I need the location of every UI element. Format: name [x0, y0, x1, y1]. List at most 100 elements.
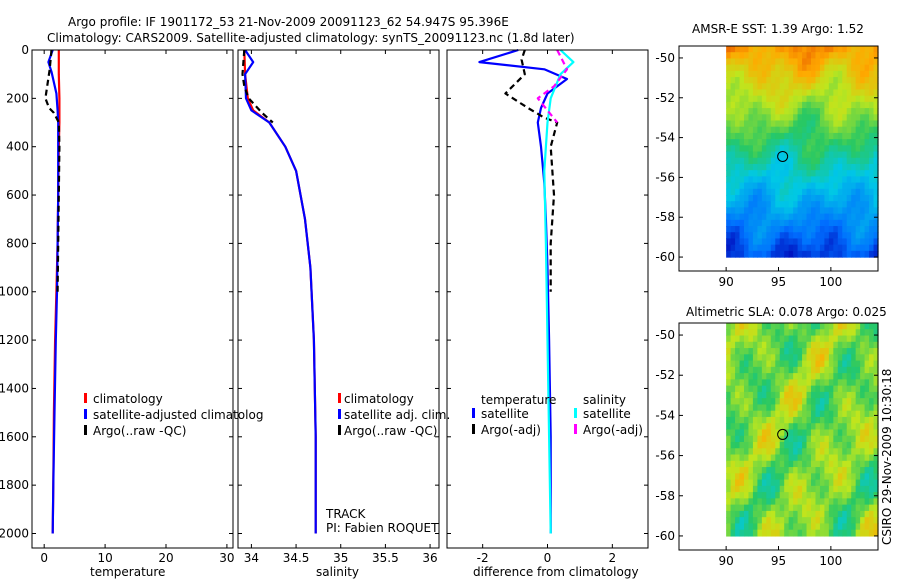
map-cell	[739, 504, 745, 512]
map-cell	[779, 151, 785, 159]
map-cell	[833, 188, 839, 196]
map-cell	[748, 404, 754, 412]
map-cell	[846, 101, 852, 109]
map-cell	[842, 366, 848, 374]
map-cell	[815, 108, 821, 115]
map-cell	[837, 238, 843, 246]
map-cell	[779, 52, 785, 60]
map-cell	[869, 157, 875, 165]
map-cell	[855, 435, 861, 443]
map-cell	[833, 176, 839, 184]
map-cell	[757, 366, 763, 374]
map-cell	[842, 151, 848, 159]
map-cell	[833, 108, 839, 115]
map-cell	[766, 335, 772, 343]
series-line	[44, 49, 61, 292]
map-cell	[842, 329, 848, 337]
map-cell	[766, 416, 772, 424]
map-cell	[873, 529, 879, 537]
map-cell	[739, 126, 745, 134]
map-cell	[860, 398, 866, 406]
map-cell	[752, 335, 758, 343]
map-cell	[770, 232, 776, 240]
map-cell	[775, 182, 781, 190]
map-cell	[752, 467, 758, 474]
map-cell	[828, 391, 834, 399]
map-cell	[793, 504, 799, 512]
map-cell	[779, 126, 785, 134]
map-cell	[784, 348, 790, 355]
map-cell	[833, 232, 839, 240]
map-cell	[806, 170, 812, 177]
map-cell	[873, 460, 879, 468]
map-cell	[784, 385, 790, 393]
map-cell	[730, 108, 736, 115]
map-cell	[833, 170, 839, 177]
map-cell	[842, 410, 848, 418]
map-cell	[860, 523, 866, 531]
map-cell	[869, 201, 875, 208]
map-cell	[869, 101, 875, 109]
map-cell	[860, 366, 866, 374]
map-cell	[726, 89, 732, 97]
map-cell	[842, 373, 848, 380]
map-cell	[726, 429, 732, 437]
map-cell	[797, 120, 803, 128]
map-cell	[811, 498, 817, 506]
map-cell	[824, 114, 830, 122]
map-cell	[788, 523, 794, 531]
map-cell	[784, 510, 790, 518]
map-cell	[788, 492, 794, 499]
map-cell	[766, 504, 772, 512]
map-cell	[739, 454, 745, 462]
map-cell	[779, 429, 785, 437]
map-cell	[815, 373, 821, 380]
map-cell	[784, 58, 790, 66]
map-cell	[739, 385, 745, 393]
map-cell	[864, 341, 870, 349]
map-cell	[828, 398, 834, 406]
map-cell	[748, 207, 754, 215]
map-cell	[864, 182, 870, 190]
map-cell	[788, 504, 794, 512]
map-cell	[846, 151, 852, 159]
map-cell	[806, 232, 812, 240]
map-cell	[775, 467, 781, 474]
map-cell	[837, 157, 843, 165]
map-cell	[770, 207, 776, 215]
map-cell	[860, 207, 866, 215]
map-cell	[855, 460, 861, 468]
map-cell	[806, 188, 812, 196]
map-cell	[797, 132, 803, 140]
map-cell	[793, 410, 799, 418]
map-cell	[811, 479, 817, 487]
map-cell	[744, 232, 750, 240]
map-cell	[726, 157, 732, 165]
map-cell	[735, 170, 741, 177]
map-cell	[837, 226, 843, 233]
map-cell	[815, 492, 821, 499]
map-cell	[735, 163, 741, 171]
legend-header-temperature: temperature	[481, 393, 556, 407]
map-cell	[811, 460, 817, 468]
map-cell	[815, 454, 821, 462]
map-cell	[793, 207, 799, 215]
map-cell	[726, 523, 732, 531]
map-cell	[802, 329, 808, 337]
map-cell	[860, 404, 866, 412]
map-cell	[873, 157, 879, 165]
map-cell	[735, 441, 741, 449]
map-cell	[735, 429, 741, 437]
map-cell	[730, 366, 736, 374]
map-cell	[761, 517, 767, 525]
map-cell	[779, 329, 785, 337]
map-cell	[735, 348, 741, 355]
map-cell	[828, 323, 834, 330]
map-cell	[735, 323, 741, 330]
map-cell	[864, 83, 870, 91]
map-cell	[726, 244, 732, 252]
map-cell	[726, 416, 732, 424]
map-cell	[806, 132, 812, 140]
map-cell	[855, 232, 861, 240]
map-cell	[761, 77, 767, 84]
